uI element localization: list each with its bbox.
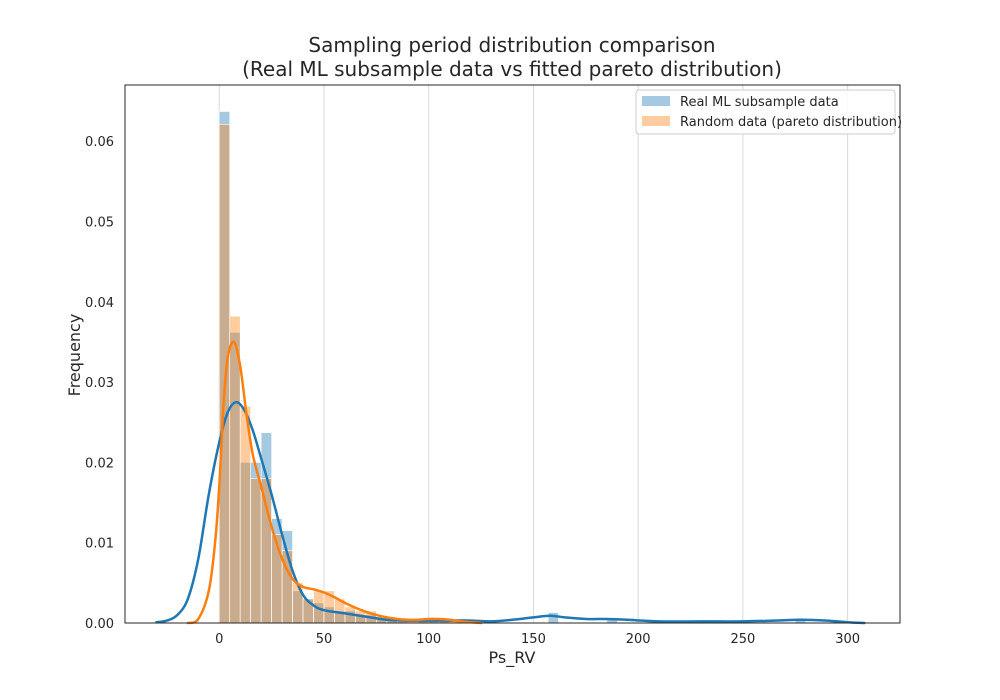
legend-swatch-random — [642, 116, 670, 126]
x-tick-label: 50 — [316, 632, 333, 647]
histogram-bar — [250, 478, 262, 624]
legend-label-real: Real ML subsample data — [680, 95, 839, 110]
y-axis-ticks: 0.00 0.01 0.02 0.03 0.04 0.05 0.06 — [85, 135, 114, 632]
histogram-bar — [260, 478, 272, 624]
histogram-bar — [218, 124, 231, 624]
plot-frame — [124, 84, 901, 624]
histogram-bar — [292, 582, 304, 624]
x-tick-label: 300 — [835, 632, 860, 647]
histogram-bar — [547, 612, 559, 624]
y-tick-label: 0.06 — [85, 135, 114, 150]
x-axis-label: Ps_RV — [489, 648, 536, 668]
legend: Real ML subsample data Random data (pare… — [635, 89, 902, 135]
kde-curves — [155, 340, 866, 625]
histogram-bars — [218, 111, 807, 624]
y-tick-label: 0.03 — [85, 376, 114, 391]
y-tick-label: 0.05 — [85, 216, 114, 231]
kde-line-real — [155, 400, 866, 625]
x-tick-label: 150 — [521, 632, 546, 647]
legend-label-random: Random data (pareto distribution) — [680, 115, 902, 130]
chart-title-line1: Sampling period distribution comparison — [308, 33, 715, 57]
bars-series-random — [218, 124, 461, 624]
y-tick-label: 0.02 — [85, 456, 114, 471]
y-tick-label: 0.00 — [85, 617, 114, 632]
legend-box — [635, 89, 896, 135]
x-tick-label: 100 — [416, 632, 441, 647]
x-tick-label: 200 — [626, 632, 651, 647]
grid-layer — [218, 85, 849, 623]
chart-title-line2: (Real ML subsample data vs fitted pareto… — [242, 57, 782, 81]
y-tick-label: 0.04 — [85, 296, 114, 311]
x-tick-label: 250 — [730, 632, 755, 647]
x-tick-label: 0 — [215, 632, 223, 647]
y-axis-label: Frequency — [65, 314, 84, 397]
kde-line-random — [186, 340, 483, 625]
bars-series-real — [218, 111, 807, 624]
legend-swatch-real — [642, 96, 670, 106]
x-axis-ticks: 0 50 100 150 200 250 300 — [215, 632, 860, 647]
y-tick-label: 0.01 — [85, 537, 114, 552]
